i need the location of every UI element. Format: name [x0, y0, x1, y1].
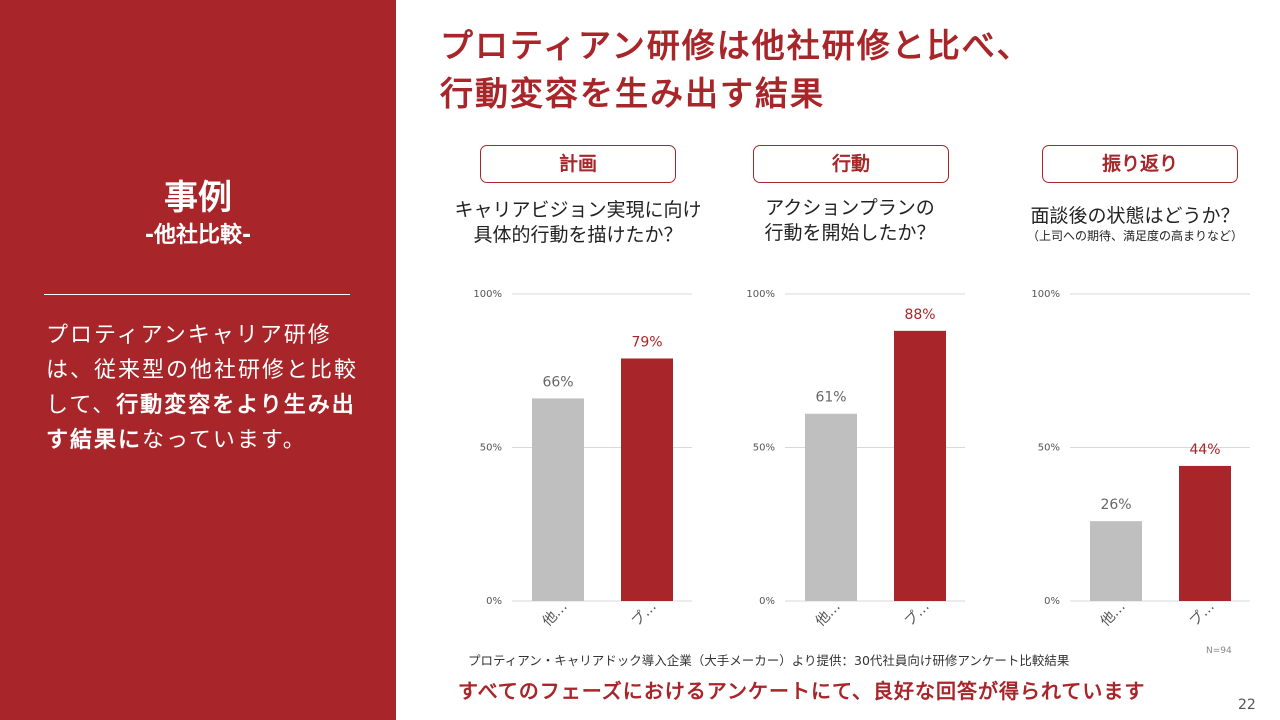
question-action: アクションプランの 行動を開始したか？ — [712, 196, 988, 246]
y-tick-label: 100% — [473, 289, 502, 300]
category-label: 他… — [813, 599, 844, 630]
sidebar: 事例 -他社比較- プロティアンキャリア研修は、従来型の他社研修と比較して、行動… — [0, 0, 396, 720]
question-review-line1: 面談後の状態はどうか？ — [1030, 205, 1240, 227]
page-title: プロティアン研修は他社研修と比べ、 行動変容を生み出す結果 — [440, 22, 1032, 118]
question-plan: キャリアビジョン実現に向け 具体的行動を描けたか？ — [440, 198, 716, 248]
sidebar-title: 事例 — [164, 178, 232, 218]
sidebar-body-text: プロティアンキャリア研修は、従来型の他社研修と比較して、 — [46, 323, 359, 418]
sidebar-body-emphasis: 行動変容をより生み出す結果に — [46, 393, 356, 453]
sidebar-body: プロティアンキャリア研修は、従来型の他社研修と比較して、行動変容をより生み出す結… — [46, 318, 366, 458]
value-label: 44% — [1189, 442, 1220, 458]
value-label: 26% — [1100, 497, 1131, 513]
chart-plan: 0% 50% 100% 66% 他… 79% プ… — [473, 289, 692, 630]
question-plan-line2: 具体的行動を描けたか？ — [473, 224, 683, 246]
phase-label-plan: 計画 — [480, 145, 676, 183]
value-label: 88% — [904, 307, 935, 323]
page-title-line1: プロティアン研修は他社研修と比べ、 — [440, 26, 1032, 65]
y-tick-label: 50% — [753, 443, 775, 454]
y-tick-label: 50% — [1038, 443, 1060, 454]
question-action-line2: 行動を開始したか？ — [764, 222, 936, 244]
phase-label-review: 振り返り — [1042, 145, 1238, 183]
question-review-note: （上司への期待、満足度の高まりなど） — [1026, 229, 1243, 243]
category-label: プ… — [629, 599, 660, 630]
chart-review: 0% 50% 100% 26% 他… 44% プ… — [1031, 289, 1250, 630]
bar-protean — [621, 358, 673, 601]
question-action-line1: アクションプランの — [765, 197, 935, 219]
value-label: 79% — [631, 334, 662, 350]
value-label: 61% — [815, 390, 846, 406]
page-number: 22 — [1238, 697, 1256, 713]
bar-protean — [894, 330, 946, 601]
phase-label-action: 行動 — [753, 145, 949, 183]
y-tick-label: 50% — [480, 443, 502, 454]
bar-other-company — [1090, 521, 1142, 601]
sample-size: N=94 — [1206, 646, 1232, 656]
category-label: 他… — [540, 599, 571, 630]
sidebar-body-text-end: なっています。 — [142, 428, 307, 453]
category-label: プ… — [902, 599, 933, 630]
page-title-line2: 行動変容を生み出す結果 — [440, 74, 825, 113]
sidebar-divider — [44, 294, 350, 295]
y-tick-label: 100% — [1031, 289, 1060, 300]
bar-other-company — [805, 413, 857, 601]
question-plan-line1: キャリアビジョン実現に向け — [454, 199, 702, 221]
y-tick-label: 0% — [486, 596, 502, 607]
question-review: 面談後の状態はどうか？ — [990, 204, 1280, 229]
value-label: 66% — [542, 374, 573, 390]
sidebar-subtitle: -他社比較- — [144, 223, 252, 248]
source-note: プロティアン・キャリアドック導入企業（大手メーカー）より提供：30代社員向け研修… — [468, 653, 1070, 668]
conclusion-text: すべてのフェーズにおけるアンケートにて、良好な回答が得られています — [458, 679, 1146, 703]
chart-action: 0% 50% 100% 61% 他… 88% プ… — [746, 289, 965, 630]
y-tick-label: 0% — [759, 596, 775, 607]
bar-other-company — [532, 398, 584, 601]
y-tick-label: 0% — [1044, 596, 1060, 607]
category-label: 他… — [1098, 599, 1129, 630]
category-label: プ… — [1187, 599, 1218, 630]
y-tick-label: 100% — [746, 289, 775, 300]
bar-protean — [1179, 465, 1231, 601]
